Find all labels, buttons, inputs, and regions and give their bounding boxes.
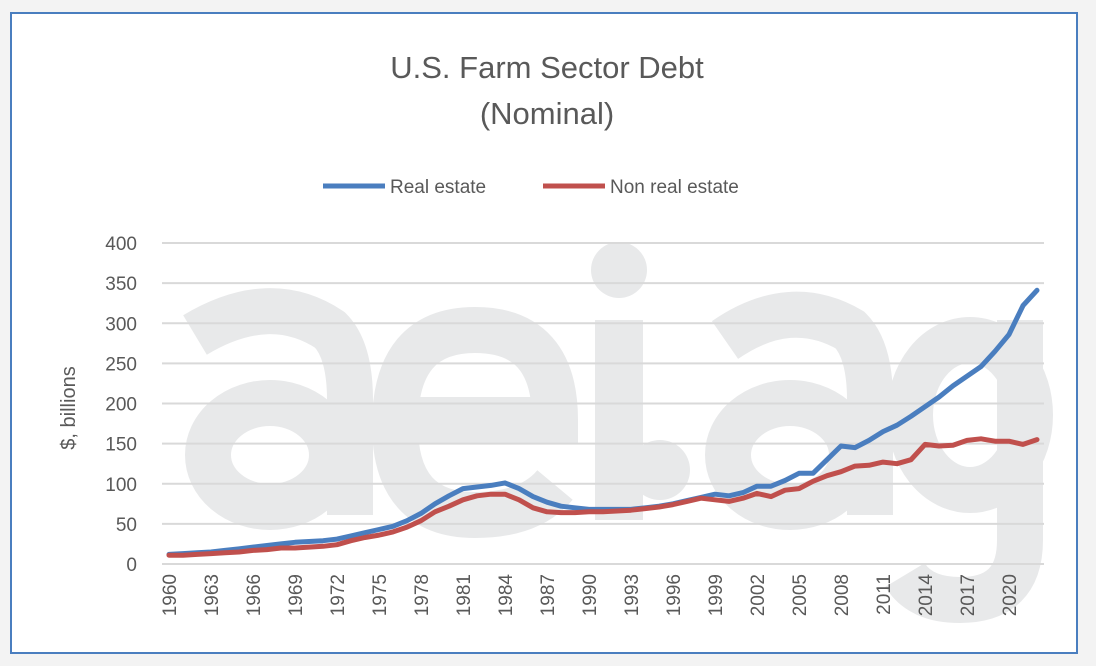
x-tick-label: 2005 [790,574,811,616]
watermark-glyph [885,320,1043,624]
x-tick-label: 1981 [454,574,475,616]
x-tick-label: 1960 [160,574,181,616]
chart-title: U.S. Farm Sector Debt [390,50,704,85]
x-tick-label: 1984 [496,574,517,617]
x-tick-label: 1978 [412,574,433,616]
y-axis-ticks: 0 50 100 150 200 250 300 350 400 [105,234,137,576]
x-tick-label: 2017 [958,574,979,616]
legend-label-real-estate: Real estate [390,177,486,198]
x-tick-label: 1999 [706,574,727,616]
legend: Real estate Non real estate [323,177,739,198]
x-tick-label: 1969 [286,574,307,616]
x-tick-label: 1987 [538,574,559,616]
x-axis-ticks: 1960 1963 1966 1969 1972 1975 1978 1981 1984 1987… [160,574,1021,617]
x-tick-label: 1990 [580,574,601,616]
chart-subtitle: (Nominal) [480,96,614,131]
y-tick-label: 0 [126,555,137,576]
x-tick-label: 1966 [244,574,265,616]
watermark-glyph [630,440,690,500]
series-lines [166,287,1040,558]
y-axis-label: $, billions [58,366,80,449]
watermark-glyph [183,288,373,515]
x-tick-label: 2011 [874,574,895,615]
x-tick-label: 1963 [202,574,223,616]
y-tick-label: 350 [105,274,137,295]
x-tick-label: 2002 [748,574,769,616]
y-tick-label: 50 [116,515,137,536]
y-tick-label: 100 [105,475,137,496]
legend-label-non-real-estate: Non real estate [610,177,739,198]
watermark-glyph [185,380,355,530]
gridlines [162,242,1044,565]
y-tick-label: 300 [105,314,137,335]
x-tick-label: 1996 [664,574,685,616]
x-tick-label: 2008 [832,574,853,616]
x-tick-label: 1972 [328,574,349,616]
series-line-non-real-estate [166,436,1040,558]
x-tick-label: 1993 [622,574,643,616]
watermark-glyph [371,306,579,539]
y-tick-label: 400 [105,234,137,255]
y-tick-label: 150 [105,435,137,456]
watermark-glyph [711,291,893,515]
watermark-glyph [595,320,643,520]
watermark-glyph [591,242,647,298]
x-tick-label: 2014 [916,574,937,617]
x-tick-label: 2020 [1000,574,1021,616]
y-tick-label: 200 [105,395,137,416]
y-tick-label: 250 [105,354,137,375]
x-tick-label: 1975 [370,574,391,616]
